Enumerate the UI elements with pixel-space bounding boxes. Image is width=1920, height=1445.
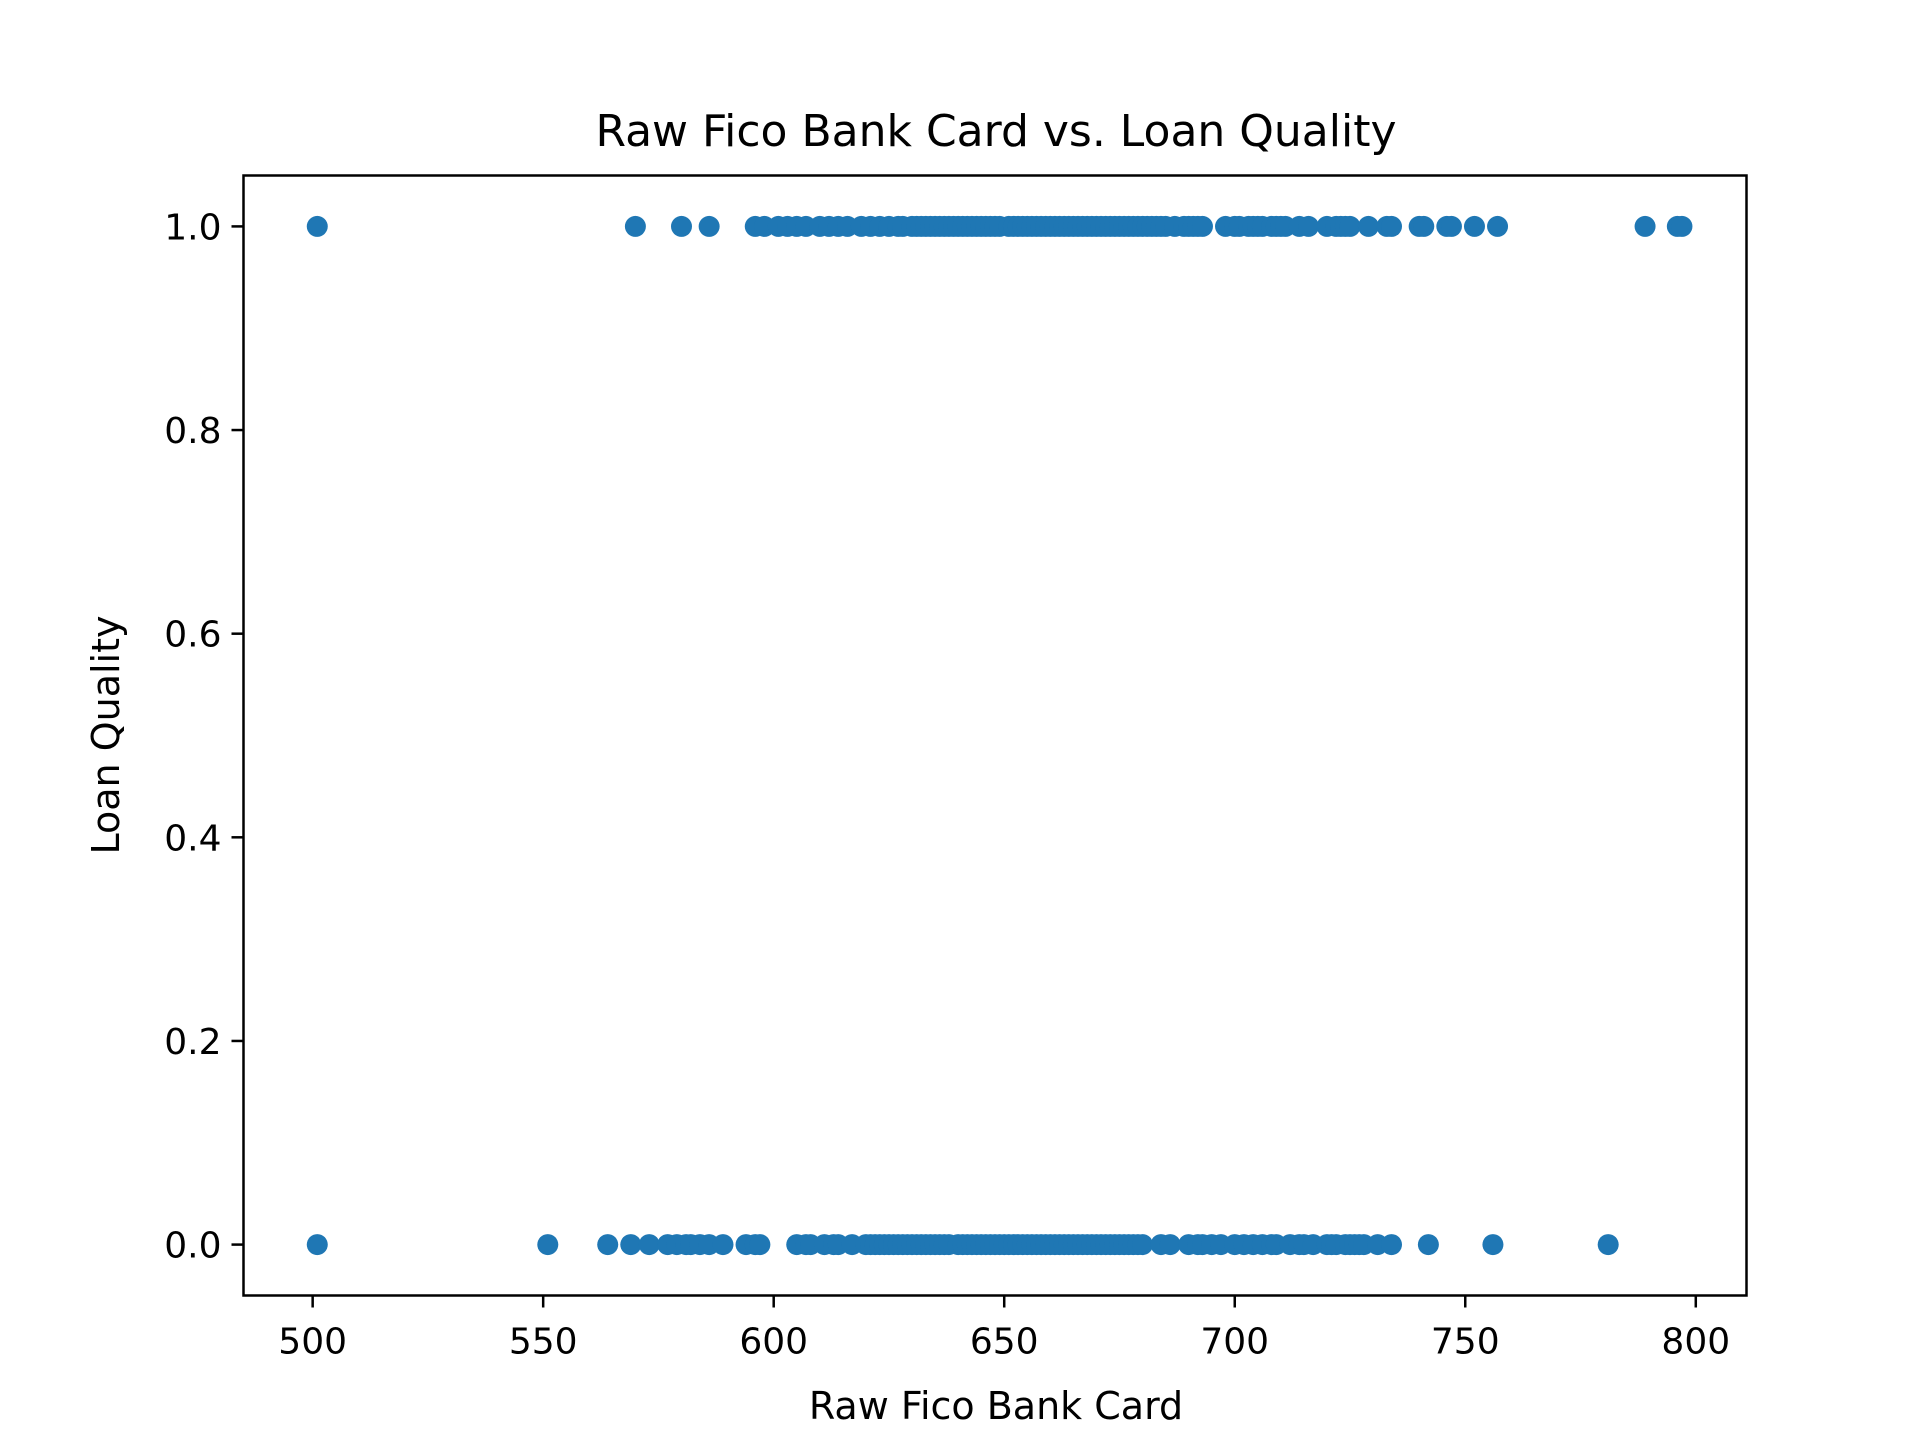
scatter-point (624, 215, 646, 237)
scatter-point (1159, 1234, 1181, 1256)
scatter-point (749, 1234, 771, 1256)
y-tick-label: 0.2 (164, 1022, 221, 1063)
x-axis-ticks: 500 550 600 650 700 750 800 (278, 1295, 1730, 1363)
scatter-point (620, 1234, 642, 1256)
scatter-point (597, 1234, 619, 1256)
x-tick-label: 500 (278, 1322, 347, 1363)
scatter-point (1634, 215, 1656, 237)
scatter-point (712, 1234, 734, 1256)
scatter-point (1191, 215, 1213, 237)
x-tick-label: 550 (509, 1322, 578, 1363)
y-tick-label: 1.0 (164, 207, 221, 248)
scatter-point (1417, 1234, 1439, 1256)
scatter-point (1487, 215, 1509, 237)
scatter-point (1381, 215, 1402, 237)
y-tick-label: 0.8 (164, 411, 221, 452)
x-tick-label: 750 (1431, 1322, 1500, 1363)
chart-title: Raw Fico Bank Card vs. Loan Quality (595, 106, 1396, 157)
scatter-point (1357, 215, 1379, 237)
scatter-point (670, 215, 692, 237)
points-layer (306, 215, 1693, 1256)
scatter-point (698, 215, 720, 237)
scatter-point (1597, 1234, 1619, 1256)
scatter-point (1482, 1234, 1504, 1256)
scatter-point (638, 1234, 660, 1256)
y-tick-label: 0.4 (164, 818, 221, 859)
x-axis-label: Raw Fico Bank Card (809, 1384, 1183, 1428)
x-tick-label: 650 (970, 1322, 1039, 1363)
y-axis-label: Loan Quality (84, 616, 128, 855)
x-tick-label: 600 (739, 1322, 808, 1363)
y-tick-label: 0.0 (164, 1226, 221, 1267)
scatter-point (1413, 215, 1435, 237)
y-axis-ticks: 0.0 0.2 0.4 0.6 0.8 1.0 (164, 207, 244, 1267)
y-tick-label: 0.6 (164, 615, 221, 656)
scatter-point (1339, 215, 1361, 237)
scatter-point (306, 215, 328, 237)
x-tick-label: 800 (1661, 1322, 1730, 1363)
scatter-point (1381, 1234, 1402, 1256)
scatter-point (537, 1234, 559, 1256)
scatter-point (1132, 1234, 1154, 1256)
scatter-point (306, 1234, 328, 1256)
plot-area-frame (242, 174, 1748, 1297)
scatter-point (1440, 215, 1462, 237)
scatter-point (1298, 215, 1320, 237)
scatter-point (1463, 215, 1485, 237)
x-tick-label: 700 (1200, 1322, 1269, 1363)
scatter-point (1671, 215, 1693, 237)
